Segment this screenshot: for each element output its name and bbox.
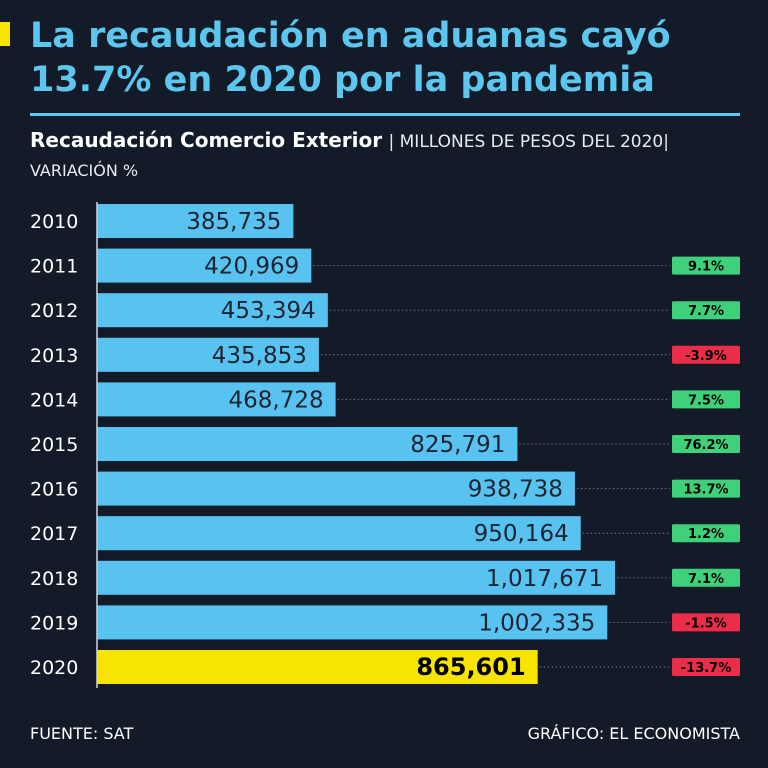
variation-label: VARIACIÓN % [30,161,139,180]
year-label-2019: 2019 [30,612,78,634]
variation-badge-2015 [672,435,740,453]
year-label-2010: 2010 [30,211,78,233]
year-label-2016: 2016 [30,479,78,501]
variation-label-2012: 7.7% [688,304,724,319]
value-label-2019: 1,002,335 [478,610,595,636]
value-label-2016: 938,738 [468,477,563,503]
title-rule [30,113,740,116]
value-label-2017: 950,164 [474,521,569,547]
year-label-2015: 2015 [30,434,78,456]
variation-badge-2019 [672,613,740,632]
accent-mark [0,22,10,46]
bar-2011 [97,248,312,283]
year-label-2017: 2017 [30,523,78,545]
value-label-2013: 435,853 [212,343,307,369]
value-label-2020: 865,601 [416,653,525,681]
year-label-2014: 2014 [30,389,78,411]
bar-2017 [97,516,581,551]
variation-badge-2012 [672,301,740,320]
bar-2012 [97,293,328,328]
variation-label-2014: 7.5% [688,393,724,408]
variation-badge-2018 [672,568,740,587]
variation-badge-2011 [672,256,740,275]
variation-badge-2013 [672,345,740,364]
value-label-2015: 825,791 [410,432,505,458]
variation-label-2011: 9.1% [688,260,724,275]
bar-2020 [97,650,538,684]
variation-badge-2014 [672,390,740,409]
value-label-2014: 468,728 [229,387,324,413]
bar-2015 [97,427,518,461]
year-label-2018: 2018 [30,568,78,590]
variation-label-2015: 76.2% [683,438,728,453]
value-label-2012: 453,394 [221,298,316,324]
variation-label-2018: 7.1% [688,572,724,587]
bar-2013 [97,337,319,372]
headline: La recaudación en aduanas cayó 13.7% en … [30,14,750,102]
variation-label-2020: -13.7% [681,661,732,676]
headline-line-1: La recaudación en aduanas cayó [30,16,671,56]
bar-2010 [97,204,294,238]
variation-label-2013: -3.9% [685,349,726,364]
chart-units: | MILLONES DE PESOS DEL 2020| [388,132,669,152]
value-label-2018: 1,017,671 [486,566,603,592]
variation-badge-2017 [672,524,740,543]
chart-subtitle: Recaudación Comercio Exterior | MILLONES… [30,127,669,155]
credit-note: GRÁFICO: EL ECONOMISTA [527,724,740,743]
source-note: FUENTE: SAT [30,724,134,743]
variation-badge-2020 [672,658,740,676]
bar-2014 [97,382,336,417]
bar-2019 [97,605,608,640]
year-label-2020: 2020 [30,657,78,679]
headline-line-2: 13.7% en 2020 por la pandemia [30,60,655,100]
bar-2018 [97,560,616,595]
year-label-2012: 2012 [30,300,78,322]
year-label-2011: 2011 [30,256,78,278]
year-label-2013: 2013 [30,345,78,367]
variation-label-2017: 1.2% [688,527,724,542]
bar-2016 [97,471,575,506]
chart-title: Recaudación Comercio Exterior [30,128,383,152]
variation-badge-2016 [672,479,740,498]
variation-label-2019: -1.5% [685,616,726,631]
value-label-2011: 420,969 [204,254,299,280]
value-label-2010: 385,735 [186,209,281,235]
variation-label-2016: 13.7% [683,483,728,498]
